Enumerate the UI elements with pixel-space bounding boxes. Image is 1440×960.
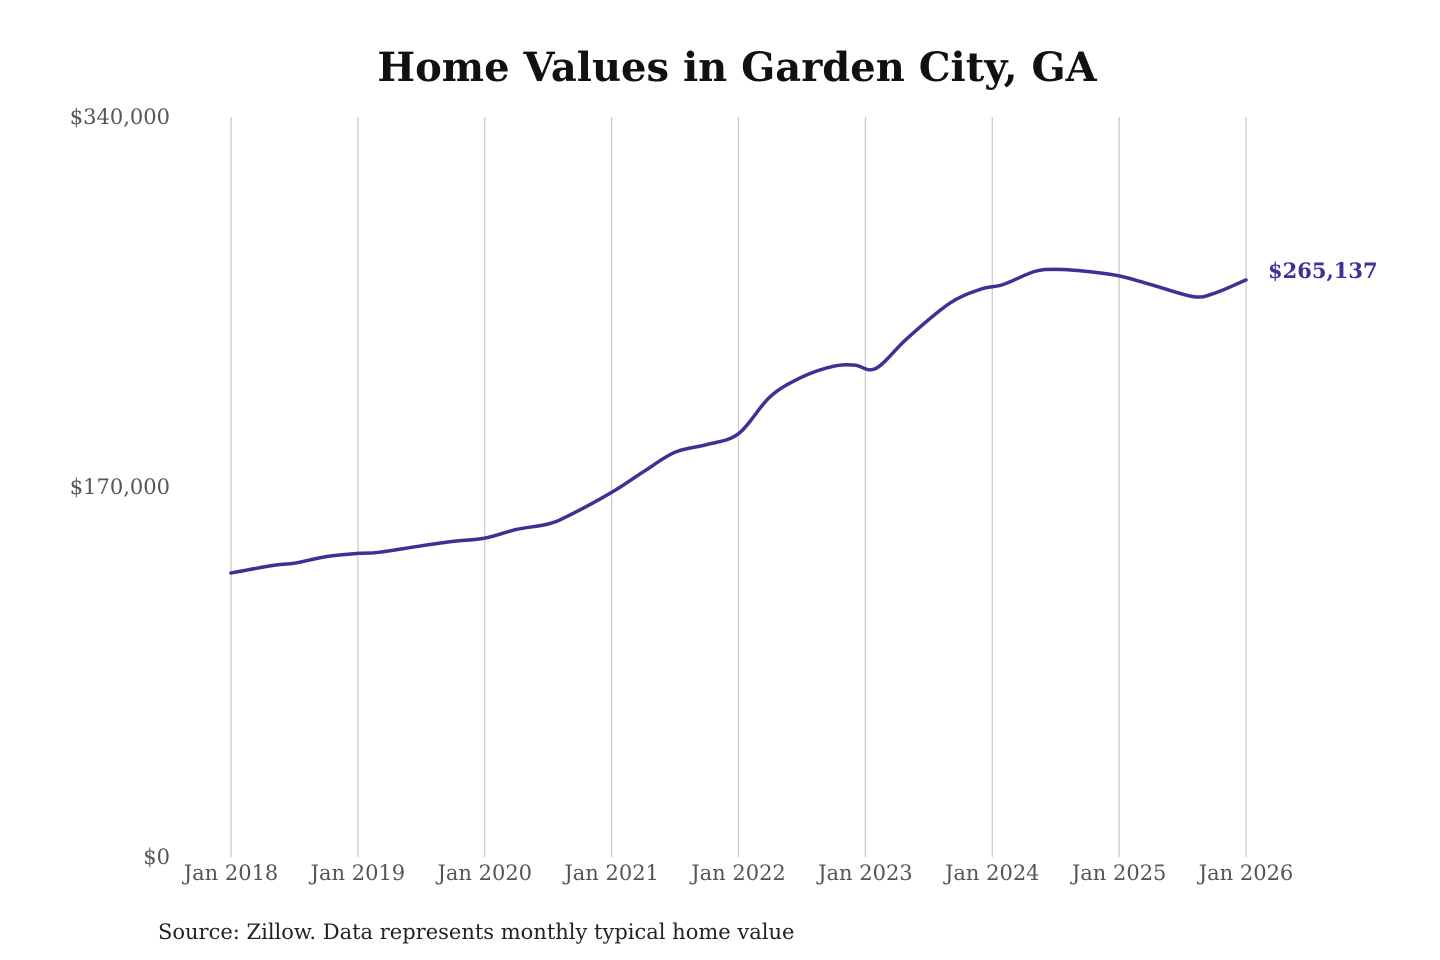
y-tick-label: $340,000 [70,105,170,129]
x-tick-label: Jan 2018 [182,861,279,885]
x-tick-label: Jan 2019 [309,861,406,885]
x-tick-label: Jan 2022 [689,861,786,885]
y-tick-label: $0 [143,845,170,869]
x-tick-label: Jan 2025 [1070,861,1167,885]
x-tick-label: Jan 2023 [816,861,913,885]
vertical-gridlines [230,117,1247,857]
home-value-series-line [229,267,1248,575]
chart-title: Home Values in Garden City, GA [377,44,1097,91]
y-tick-label: $170,000 [70,475,170,499]
source-note: Source: Zillow. Data represents monthly … [158,920,794,944]
x-axis-ticks: Jan 2018 Jan 2019 Jan 2020 Jan 2021 Jan 2022… [182,861,1294,885]
x-tick-label: Jan 2024 [943,861,1040,885]
last-value-label: $265,137 [1268,258,1378,283]
x-tick-label: Jan 2021 [562,861,659,885]
x-tick-label: Jan 2026 [1197,861,1294,885]
x-tick-label: Jan 2020 [435,861,532,885]
y-axis-ticks: $0 $170,000 $340,000 [70,105,170,869]
